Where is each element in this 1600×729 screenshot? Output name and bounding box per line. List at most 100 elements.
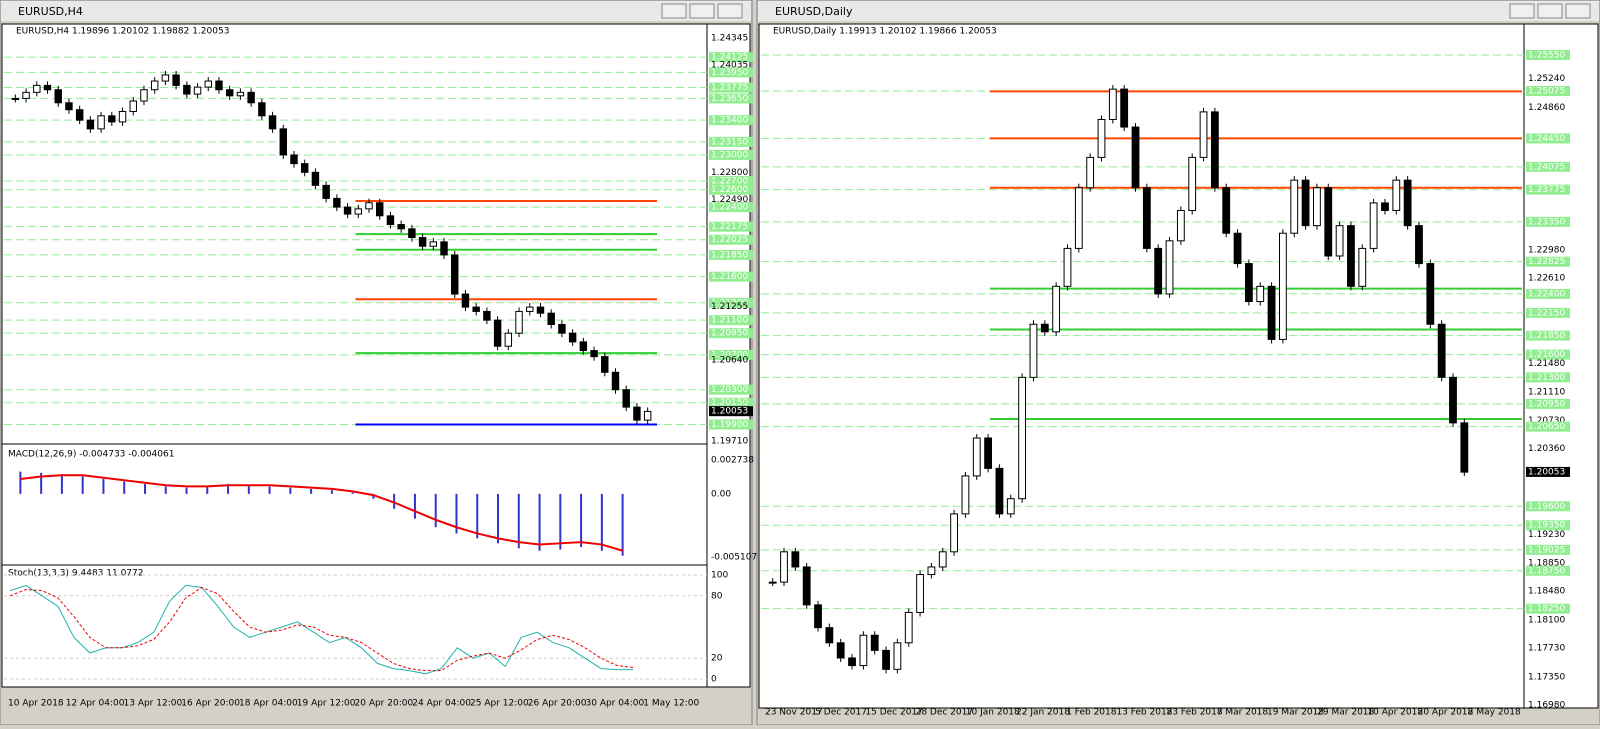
candle-body bbox=[451, 254, 459, 295]
candle-body bbox=[1097, 118, 1106, 158]
candle-body bbox=[311, 171, 320, 186]
candle-body bbox=[161, 74, 170, 82]
candle-body bbox=[129, 100, 137, 112]
time-label: 22 Jan 2018 bbox=[1016, 708, 1070, 718]
macd-axis-label: 0.00 bbox=[711, 489, 731, 499]
price-highlight bbox=[709, 149, 753, 160]
candle-body bbox=[483, 310, 491, 321]
candle-body bbox=[1233, 232, 1242, 265]
candle-body bbox=[1324, 187, 1333, 257]
stoch-main bbox=[9, 584, 633, 675]
macd-axis-label: 0.002738 bbox=[711, 456, 754, 466]
candle-body bbox=[150, 80, 159, 91]
price-label: 1.21600 bbox=[711, 272, 748, 282]
price-highlight bbox=[1526, 421, 1570, 432]
price-highlight bbox=[1526, 216, 1570, 227]
candle-body bbox=[547, 312, 555, 325]
candle-body bbox=[386, 215, 395, 226]
time-label: 24 Apr 04:00 bbox=[412, 699, 471, 709]
stoch-axis-label: 0 bbox=[711, 675, 717, 685]
candle-body bbox=[1358, 247, 1367, 287]
price-label: 1.22610 bbox=[1528, 273, 1565, 283]
price-highlight bbox=[1526, 133, 1570, 144]
candle-body bbox=[75, 109, 84, 121]
candle-body bbox=[893, 642, 902, 670]
price-highlight bbox=[1526, 544, 1570, 555]
price-label: 1.24075 bbox=[1528, 162, 1565, 172]
candle-body bbox=[1437, 323, 1446, 378]
price-current bbox=[709, 406, 753, 417]
time-label: 1 May 12:00 bbox=[643, 699, 699, 709]
candle-body bbox=[279, 128, 287, 156]
price-label: 1.24450 bbox=[1528, 134, 1565, 144]
price-label: 1.20640 bbox=[711, 356, 748, 366]
time-label: 13 Feb 2018 bbox=[1116, 708, 1172, 718]
btn-close[interactable] bbox=[1565, 3, 1591, 19]
candle-body bbox=[1369, 202, 1378, 249]
price-label: 1.23400 bbox=[711, 116, 748, 126]
candle-body bbox=[300, 163, 309, 173]
price-highlight bbox=[709, 115, 753, 126]
price-label: 1.19900 bbox=[711, 420, 748, 430]
candle-body bbox=[802, 566, 811, 606]
price-highlight bbox=[709, 93, 753, 104]
price-highlight bbox=[1526, 520, 1570, 531]
candle-body bbox=[950, 513, 958, 553]
window-title: EURUSD,Daily bbox=[775, 5, 853, 18]
price-highlight bbox=[709, 234, 753, 245]
candle-body bbox=[1154, 247, 1163, 295]
price-label: 1.22980 bbox=[1528, 245, 1565, 255]
candle-body bbox=[461, 293, 470, 308]
price-highlight bbox=[1526, 565, 1570, 576]
chart-info: EURUSD,Daily 1.19913 1.20102 1.19866 1.2… bbox=[773, 27, 997, 37]
price-label: 1.16980 bbox=[1528, 701, 1565, 711]
candle-body bbox=[1392, 179, 1401, 211]
candle-body bbox=[904, 611, 913, 644]
candle-body bbox=[418, 237, 427, 247]
candle-body bbox=[1029, 323, 1038, 378]
candle-body bbox=[408, 228, 416, 239]
price-highlight bbox=[709, 136, 753, 147]
time-label: 12 Apr 04:00 bbox=[66, 699, 125, 709]
candle-body bbox=[247, 91, 255, 104]
time-label: 19 Apr 12:00 bbox=[297, 699, 356, 709]
candle-body bbox=[1086, 156, 1095, 189]
btn-restore[interactable] bbox=[1537, 3, 1563, 19]
candle-body bbox=[1244, 263, 1253, 302]
price-label: 1.24035 bbox=[711, 60, 748, 70]
price-label: 1.25240 bbox=[1528, 74, 1565, 84]
time-label: 10 Apr 2018 bbox=[1367, 708, 1423, 718]
candle-body bbox=[526, 306, 534, 312]
title-bar bbox=[758, 1, 1599, 21]
candle-body bbox=[870, 634, 879, 651]
title-bar bbox=[1, 1, 751, 21]
price-label: 1.21300 bbox=[1528, 373, 1565, 383]
candle-body bbox=[1176, 209, 1185, 242]
btn-minimize[interactable] bbox=[1509, 3, 1535, 19]
candle-body bbox=[472, 306, 480, 312]
price-highlight bbox=[1526, 398, 1570, 409]
stoch-axis-label: 20 bbox=[711, 654, 723, 664]
price-label: 1.24345 bbox=[711, 34, 748, 44]
time-label: 10 Jan 2018 bbox=[966, 708, 1020, 718]
price-highlight bbox=[709, 328, 753, 339]
btn-minimize[interactable] bbox=[661, 3, 687, 19]
btn-restore[interactable] bbox=[689, 3, 715, 19]
price-label: 1.22490 bbox=[711, 195, 748, 205]
stoch-axis-label: 100 bbox=[711, 571, 728, 581]
price-highlight bbox=[709, 184, 753, 195]
price-label: 1.20950 bbox=[711, 329, 748, 339]
candle-body bbox=[1063, 247, 1072, 287]
price-label: 1.18750 bbox=[1528, 566, 1565, 576]
price-highlight bbox=[1526, 86, 1570, 97]
candle-body bbox=[1415, 225, 1423, 265]
candle-body bbox=[333, 197, 341, 208]
candle-body bbox=[354, 208, 363, 215]
candle-body bbox=[268, 115, 277, 130]
price-highlight bbox=[1526, 161, 1570, 172]
chart-info: EURUSD,H4 1.19896 1.20102 1.19882 1.2005… bbox=[16, 27, 229, 37]
price-highlight bbox=[1526, 501, 1570, 512]
candle-body bbox=[204, 80, 212, 88]
btn-close[interactable] bbox=[717, 3, 743, 19]
price-label: 1.20950 bbox=[1528, 399, 1565, 409]
